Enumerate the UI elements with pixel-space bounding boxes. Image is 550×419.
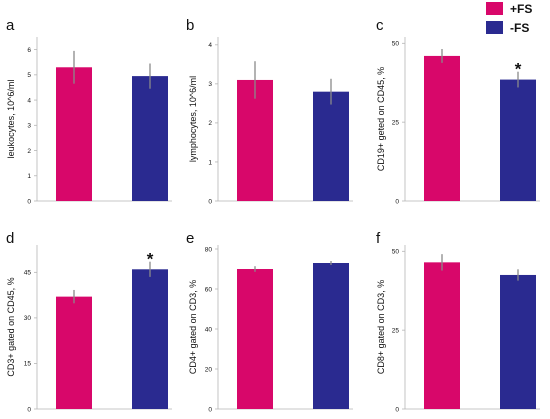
y-tick-label: 20	[205, 366, 213, 373]
y-tick-label: 50	[392, 249, 400, 256]
legend-label-minus-fs: -FS	[510, 21, 529, 35]
y-tick-label: 3	[27, 123, 31, 130]
panel-e: e CD4+ gated on CD3, % 0 20 40 60 80	[186, 230, 353, 413]
y-tick-label: 6	[27, 47, 31, 54]
bar-minus-fs	[132, 76, 168, 201]
y-tick-label: 60	[205, 286, 213, 293]
y-axis-label: CD19+ geted on CD45, %	[376, 67, 386, 171]
significance-star: *	[515, 60, 522, 79]
bar-plus-fs	[424, 55, 460, 201]
y-tick-label: 50	[392, 41, 400, 48]
panel-letter-f: f	[376, 230, 381, 247]
y-tick-label: 1	[27, 173, 31, 180]
bar-minus-fs	[500, 274, 536, 409]
y-tick-label: 40	[205, 326, 213, 333]
y-tick-label: 0	[208, 406, 212, 413]
panel-c: c CD19+ geted on CD45, % 0 25 50 *	[376, 17, 540, 205]
bar-plus-fs	[424, 262, 460, 409]
panel-f: f CD8+ gated on CD3, % 0 25 50	[376, 230, 540, 413]
panel-letter-e: e	[186, 230, 194, 247]
y-tick-label: 80	[205, 246, 213, 253]
y-tick-label: 5	[27, 72, 31, 79]
y-tick-label: 15	[24, 361, 32, 368]
bar-minus-fs	[500, 79, 536, 201]
panel-d: d CD3+ gated on CD45, % 0 15 30 45 *	[6, 230, 172, 413]
panel-letter-d: d	[6, 230, 14, 247]
y-tick-label: 0	[395, 198, 399, 205]
y-tick-label: 45	[24, 270, 32, 277]
bar-minus-fs	[313, 263, 349, 409]
y-tick-label: 2	[208, 120, 212, 127]
y-tick-label: 25	[392, 327, 400, 334]
legend-label-plus-fs: +FS	[510, 2, 532, 16]
bar-plus-fs	[237, 79, 273, 201]
y-axis-label: CD4+ gated on CD3, %	[188, 280, 198, 374]
panel-letter-c: c	[376, 17, 384, 34]
legend-swatch-minus-fs	[486, 21, 503, 34]
y-tick-label: 30	[24, 315, 32, 322]
bar-plus-fs	[56, 296, 92, 409]
y-tick-label: 0	[395, 406, 399, 413]
y-axis-label: CD3+ gated on CD45, %	[6, 277, 16, 376]
legend-swatch-plus-fs	[486, 2, 503, 15]
y-axis-label: lymphocytes, 10^6/ml	[188, 76, 198, 162]
bar-minus-fs	[132, 269, 168, 409]
y-tick-label: 0	[27, 406, 31, 413]
y-tick-label: 1	[208, 159, 212, 166]
y-tick-label: 3	[208, 81, 212, 88]
bar-minus-fs	[313, 91, 349, 201]
y-axis-label: leukocytes, 10^6/ml	[6, 80, 16, 159]
y-tick-label: 0	[27, 198, 31, 205]
y-tick-label: 4	[27, 97, 31, 104]
bar-plus-fs	[237, 269, 273, 409]
bar-plus-fs	[56, 67, 92, 202]
legend: +FS -FS	[486, 2, 532, 35]
y-tick-label: 4	[208, 42, 212, 49]
panel-b: b lymphocytes, 10^6/ml 0 1 2 3 4	[186, 17, 353, 205]
panel-letter-b: b	[186, 17, 194, 34]
y-tick-label: 0	[208, 198, 212, 205]
significance-star: *	[147, 250, 154, 269]
panel-letter-a: a	[6, 17, 15, 34]
y-axis-label: CD8+ gated on CD3, %	[376, 280, 386, 374]
panel-a: a leukocytes, 10^6/ml 0 1 2 3 4 5 6	[6, 17, 172, 205]
y-tick-label: 2	[27, 148, 31, 155]
y-tick-label: 25	[392, 119, 400, 126]
